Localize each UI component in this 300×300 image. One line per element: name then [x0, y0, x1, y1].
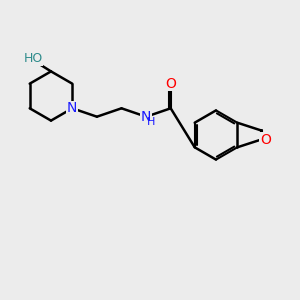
Text: O: O [260, 133, 271, 147]
Text: N: N [67, 101, 77, 115]
Text: H: H [147, 117, 156, 127]
Text: N: N [141, 110, 151, 124]
Text: O: O [165, 77, 176, 91]
Text: HO: HO [23, 52, 43, 65]
